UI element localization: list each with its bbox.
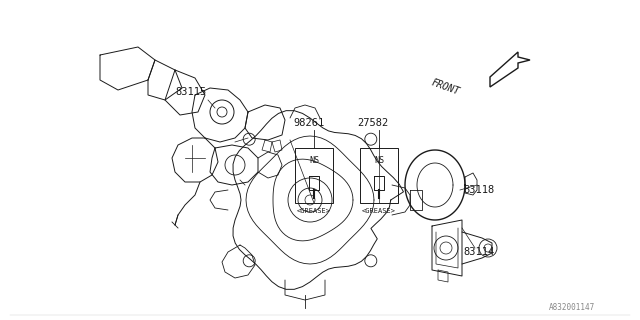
Text: NS: NS [374,156,384,164]
Text: 27582: 27582 [357,118,388,128]
Text: 83115: 83115 [175,87,206,97]
Text: 83114: 83114 [463,247,494,257]
Text: 83118: 83118 [463,185,494,195]
Text: FRONT: FRONT [430,77,461,97]
Bar [295,148,333,203]
Text: 98261: 98261 [293,118,324,128]
Text: NS: NS [309,156,319,164]
Text: A832001147: A832001147 [548,303,595,312]
Text: <GREASE>: <GREASE> [362,208,396,214]
Bar [360,148,398,203]
Text: <GREASE>: <GREASE> [297,208,331,214]
